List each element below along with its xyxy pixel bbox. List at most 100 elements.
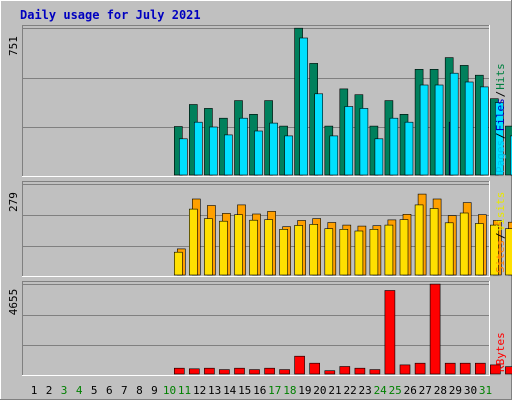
x-tick-label-day-7: 7 <box>121 384 128 397</box>
x-tick-label-day-12: 12 <box>193 384 206 397</box>
visits-sites-bar <box>279 229 288 276</box>
kbytes-kbytes-bar <box>399 364 411 375</box>
visits-sites-bar <box>459 212 469 276</box>
hits-pages-bar <box>510 135 512 176</box>
kbytes-kbytes-bar <box>309 362 321 375</box>
kbytes-kbytes-bar <box>384 290 396 375</box>
visits-sites-bar <box>204 218 213 276</box>
visits-sites-bar <box>444 222 454 276</box>
x-tick-label-day-30: 30 <box>464 384 477 397</box>
hits-pages-bar <box>269 122 278 176</box>
chart-title: Daily usage for July 2021 <box>20 8 201 22</box>
hits-pages-bar <box>299 37 308 176</box>
kbytes-legend: KBytes <box>494 332 507 372</box>
hits-pages-bar <box>464 81 474 176</box>
kbytes-kbytes-bar <box>414 362 426 375</box>
x-tick-label-day-5: 5 <box>91 384 98 397</box>
visits-sites-bar <box>324 228 334 276</box>
hits-pages-bar <box>254 130 263 176</box>
hits-pages-bar <box>434 84 444 176</box>
hits-legend: Pages/Files/Hits <box>494 63 507 173</box>
hits-pages-bar <box>359 108 369 176</box>
visits-sites-bar <box>264 219 273 276</box>
visits-sites-bar <box>414 204 424 276</box>
hits-pages-bar <box>344 106 354 176</box>
visits-sites-bar <box>489 224 499 276</box>
x-tick-label-day-21: 21 <box>328 384 341 397</box>
x-tick-label-day-4: 4 <box>76 384 83 397</box>
x-tick-label-day-23: 23 <box>358 384 371 397</box>
visits-sites-bar <box>219 220 228 276</box>
x-tick-label-day-31: 31 <box>479 384 492 397</box>
hits-pages-bar <box>209 126 218 176</box>
kbytes-kbytes-bar <box>294 355 305 375</box>
x-tick-label-day-13: 13 <box>208 384 221 397</box>
hits-legend-separator: / <box>494 132 507 139</box>
visits-legend-visits: Visits <box>494 192 507 232</box>
visits-legend: Sites/Visits <box>494 192 507 273</box>
visits-legend-separator: / <box>494 232 507 239</box>
hits-pages-bar <box>314 93 324 176</box>
visits-sites-bar <box>384 224 394 276</box>
x-tick-label-day-10: 10 <box>163 384 176 397</box>
x-tick-label-day-25: 25 <box>389 384 402 397</box>
hits-pages-bar <box>419 84 429 176</box>
kbytes-kbytes-bar <box>279 369 290 375</box>
hits-pages-bar <box>224 134 233 176</box>
visits-sites-bar <box>339 229 349 276</box>
x-tick-label-day-24: 24 <box>374 384 388 397</box>
hits-pages-bar <box>239 117 248 176</box>
x-tick-label-day-3: 3 <box>61 384 68 397</box>
x-tick-label-day-16: 16 <box>253 384 266 397</box>
hits-pages-bar <box>389 117 399 176</box>
hits-hits-bar <box>505 125 512 176</box>
x-tick-label-day-26: 26 <box>404 384 417 397</box>
hits-pages-bar <box>194 121 203 176</box>
kbytes-kbytes-bar <box>354 367 366 375</box>
hits-pages-bar <box>479 86 489 176</box>
hits-pages-bar <box>329 135 339 176</box>
visits-sites-bar <box>474 223 484 276</box>
kbytes-kbytes-bar <box>339 366 351 375</box>
visits-sites-bar <box>234 214 243 276</box>
x-tick-label-day-18: 18 <box>283 384 296 397</box>
panel-visits: 279 Sites/Visits <box>7 181 512 277</box>
visits-ymax-label: 279 <box>7 192 20 212</box>
x-tick-label-day-14: 14 <box>223 384 237 397</box>
kbytes-ymax-label: 4655 <box>7 289 20 316</box>
hits-pages-bar <box>179 138 188 176</box>
hits-legend-pages: Pages <box>494 140 507 173</box>
hits-pages-bar <box>404 121 414 176</box>
x-tick-label-day-29: 29 <box>449 384 462 397</box>
hits-pages-bar <box>449 72 459 176</box>
x-tick-label-day-20: 20 <box>313 384 326 397</box>
kbytes-kbytes-bar <box>474 362 486 375</box>
hits-legend-files: Files <box>494 98 507 131</box>
x-tick-label-day-27: 27 <box>419 384 432 397</box>
kbytes-kbytes-bar <box>505 366 512 375</box>
kbytes-kbytes-bar <box>369 369 381 375</box>
visits-sites-bar <box>309 224 319 276</box>
visits-legend-sites: Sites <box>494 240 507 273</box>
hits-pages-bar <box>284 135 293 176</box>
visits-sites-bar <box>369 229 379 276</box>
kbytes-legend-kbytes: KBytes <box>494 332 507 372</box>
kbytes-kbytes-bar <box>234 367 245 375</box>
x-tick-label-day-28: 28 <box>434 384 447 397</box>
x-tick-label-day-15: 15 <box>238 384 251 397</box>
kbytes-panel-bg <box>22 281 490 376</box>
panel-kbytes: 4655 KBytes <box>7 281 512 376</box>
hits-pages-bar <box>494 102 504 176</box>
kbytes-kbytes-bar <box>249 369 260 375</box>
x-tick-label-day-9: 9 <box>151 384 158 397</box>
x-axis-labels: 1 2 3 4 5 6 7 8 9 10 11 12 13 14 15 16 17 18 19 20 21 22 23 24 2… <box>31 384 492 397</box>
kbytes-kbytes-bar <box>264 367 275 375</box>
kbytes-kbytes-bar <box>444 362 456 375</box>
kbytes-kbytes-bar <box>189 368 200 375</box>
visits-sites-bar <box>294 225 303 276</box>
visits-sites-bar <box>174 251 183 276</box>
hits-legend-separator: / <box>494 91 507 98</box>
kbytes-kbytes-bar <box>324 370 336 375</box>
